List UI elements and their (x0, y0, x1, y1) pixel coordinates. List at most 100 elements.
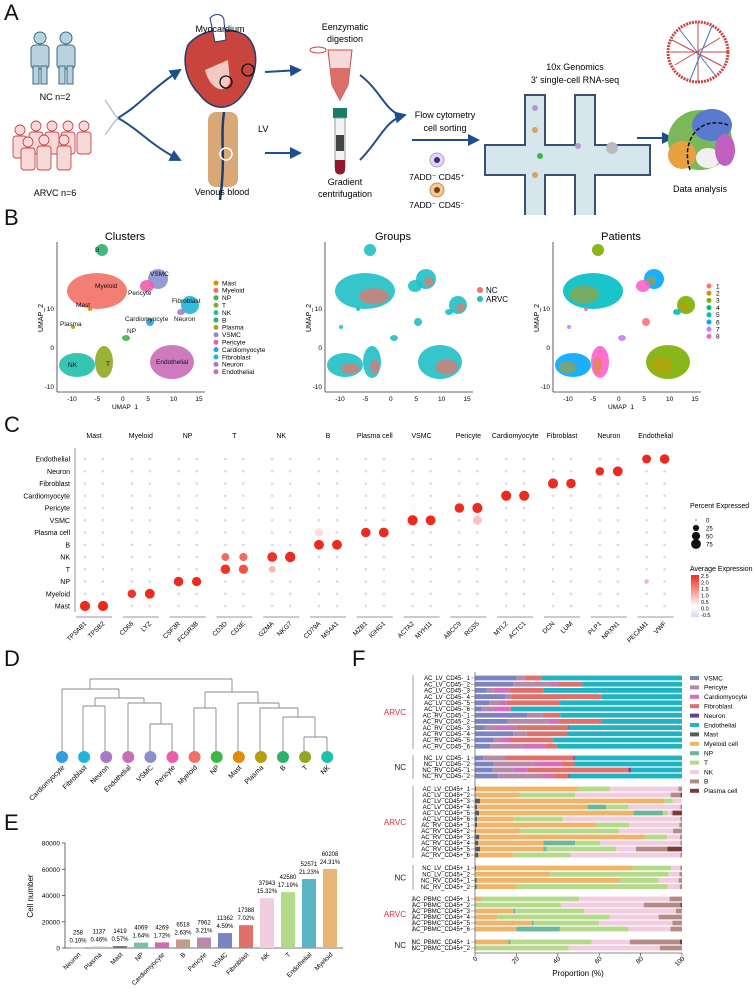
y-tick-label: 0 (318, 345, 322, 352)
stacked-bar-segment (678, 878, 682, 883)
legend-swatch (213, 317, 219, 323)
x-tick-label: -5 (95, 396, 101, 403)
expression-dot (551, 469, 555, 473)
expression-dot (270, 592, 274, 596)
stacked-bar-segment (680, 804, 682, 810)
expression-dot (566, 478, 576, 489)
row-label: AC_RV_CD45+_1 (421, 823, 470, 829)
size-legend-title: Percent Expressed (690, 503, 749, 510)
row-label: AC_RV_CD45-_5 (423, 738, 471, 744)
legend-label: Neuron (222, 362, 244, 369)
stacked-bar-segment (513, 816, 563, 822)
stacked-bar-segment (541, 773, 555, 779)
row-label: AC_PBMC_CD45+_6 (412, 927, 471, 933)
expression-dot (522, 518, 526, 522)
group-label: NC (394, 763, 406, 772)
stacked-bar-segment (664, 798, 673, 804)
bar (176, 939, 190, 948)
umap-cluster-plasma (71, 325, 75, 329)
bar-value-label: 6518 (176, 922, 190, 928)
bar-value-label: 52571 (301, 862, 318, 868)
expression-dot (504, 592, 508, 596)
stacked-bar-segment (475, 786, 477, 792)
expression-dot (288, 604, 292, 608)
expression-dot (224, 592, 227, 596)
expression-dot (458, 469, 461, 473)
expression-dot (458, 494, 461, 498)
expression-dot (317, 457, 321, 461)
stacked-bar-segment (475, 846, 480, 852)
expression-dot (83, 506, 87, 510)
column-group-label: NP (183, 433, 193, 440)
stacked-bar-segment (476, 865, 633, 871)
stacked-bar-segment (672, 798, 682, 804)
arvc-people-icon (12, 120, 92, 171)
y-tick-label: -10 (541, 384, 551, 391)
expression-dot (551, 494, 555, 498)
expression-dot (148, 469, 152, 473)
expression-dot (551, 555, 555, 559)
expression-dot (130, 580, 134, 583)
expression-dot (458, 604, 461, 608)
legend-swatch (690, 676, 699, 680)
stacked-bar-segment (477, 816, 514, 822)
umap-cluster-pericyte (140, 280, 154, 292)
row-label: AC_PBMC_CD45+_3 (412, 909, 471, 915)
legend-label: Myeloid (222, 288, 245, 295)
expression-dot (663, 531, 666, 534)
legend-swatch (706, 290, 712, 296)
expression-dot (504, 604, 508, 608)
expression-dot (224, 469, 227, 473)
stacked-bar-segment (519, 792, 576, 798)
expression-dot (476, 580, 479, 583)
stacked-bar-segment (575, 840, 601, 846)
stacked-bar-segment (475, 675, 517, 681)
row-label: AC_RV_CD45+_2 (421, 829, 470, 835)
bar-percent-label: 2.63% (174, 930, 192, 936)
stacked-bar-segment (550, 871, 669, 877)
stacked-bar-segment (541, 675, 682, 681)
row-label: AC_RV_CD45-_6 (423, 744, 471, 750)
expression-dot (195, 457, 198, 461)
umap-nc-cells (370, 359, 380, 374)
legend-label: Cardiomyocyte (704, 694, 748, 701)
stacked-bar-segment (547, 719, 559, 724)
stacked-bar-segment (511, 694, 602, 699)
expression-dot (364, 592, 368, 596)
x-tick-label: 15 (463, 396, 471, 403)
bar-percent-label: 24.31% (320, 860, 341, 866)
bar (323, 868, 337, 948)
stacked-bar-segment (509, 706, 511, 712)
stacked-bar-segment (513, 731, 527, 737)
expression-dot (195, 518, 198, 522)
umap-nc-cells (435, 359, 458, 375)
expression-dot (177, 518, 180, 522)
row-label: AC_LV_CD45+_4 (423, 805, 471, 811)
expression-dot (177, 469, 180, 473)
row-label: VSMC (50, 518, 70, 525)
row-label: AC_RV_CD45+_4 (421, 841, 470, 847)
stacked-bar-segment (483, 755, 506, 761)
row-label: NP (60, 579, 70, 586)
stacked-bar-segment (620, 878, 659, 883)
stacked-bar-segment (558, 681, 583, 687)
dendrogram-leaf (232, 751, 245, 763)
y-axis-label: UMAP_2 (38, 304, 45, 332)
expression-dot (569, 531, 573, 534)
stacked-bar-segment (478, 852, 514, 858)
expression-dot (148, 555, 152, 559)
stacked-bar-segment (476, 945, 569, 951)
umap-cluster-pericyte (636, 280, 650, 292)
expression-dot (616, 580, 620, 583)
expression-dot (101, 567, 105, 571)
cluster-map-label: Cardiomyocyte (125, 316, 169, 323)
expression-dot (411, 604, 414, 608)
expression-dot (195, 531, 198, 534)
expression-dot (598, 457, 602, 461)
row-label: NC_RV_CD45-_2 (422, 774, 470, 780)
legend-label: 4 (716, 305, 720, 312)
umap-cluster-cardiomyocyte (146, 318, 154, 326)
expression-dot (569, 494, 573, 498)
umap-cluster-b (96, 244, 108, 256)
